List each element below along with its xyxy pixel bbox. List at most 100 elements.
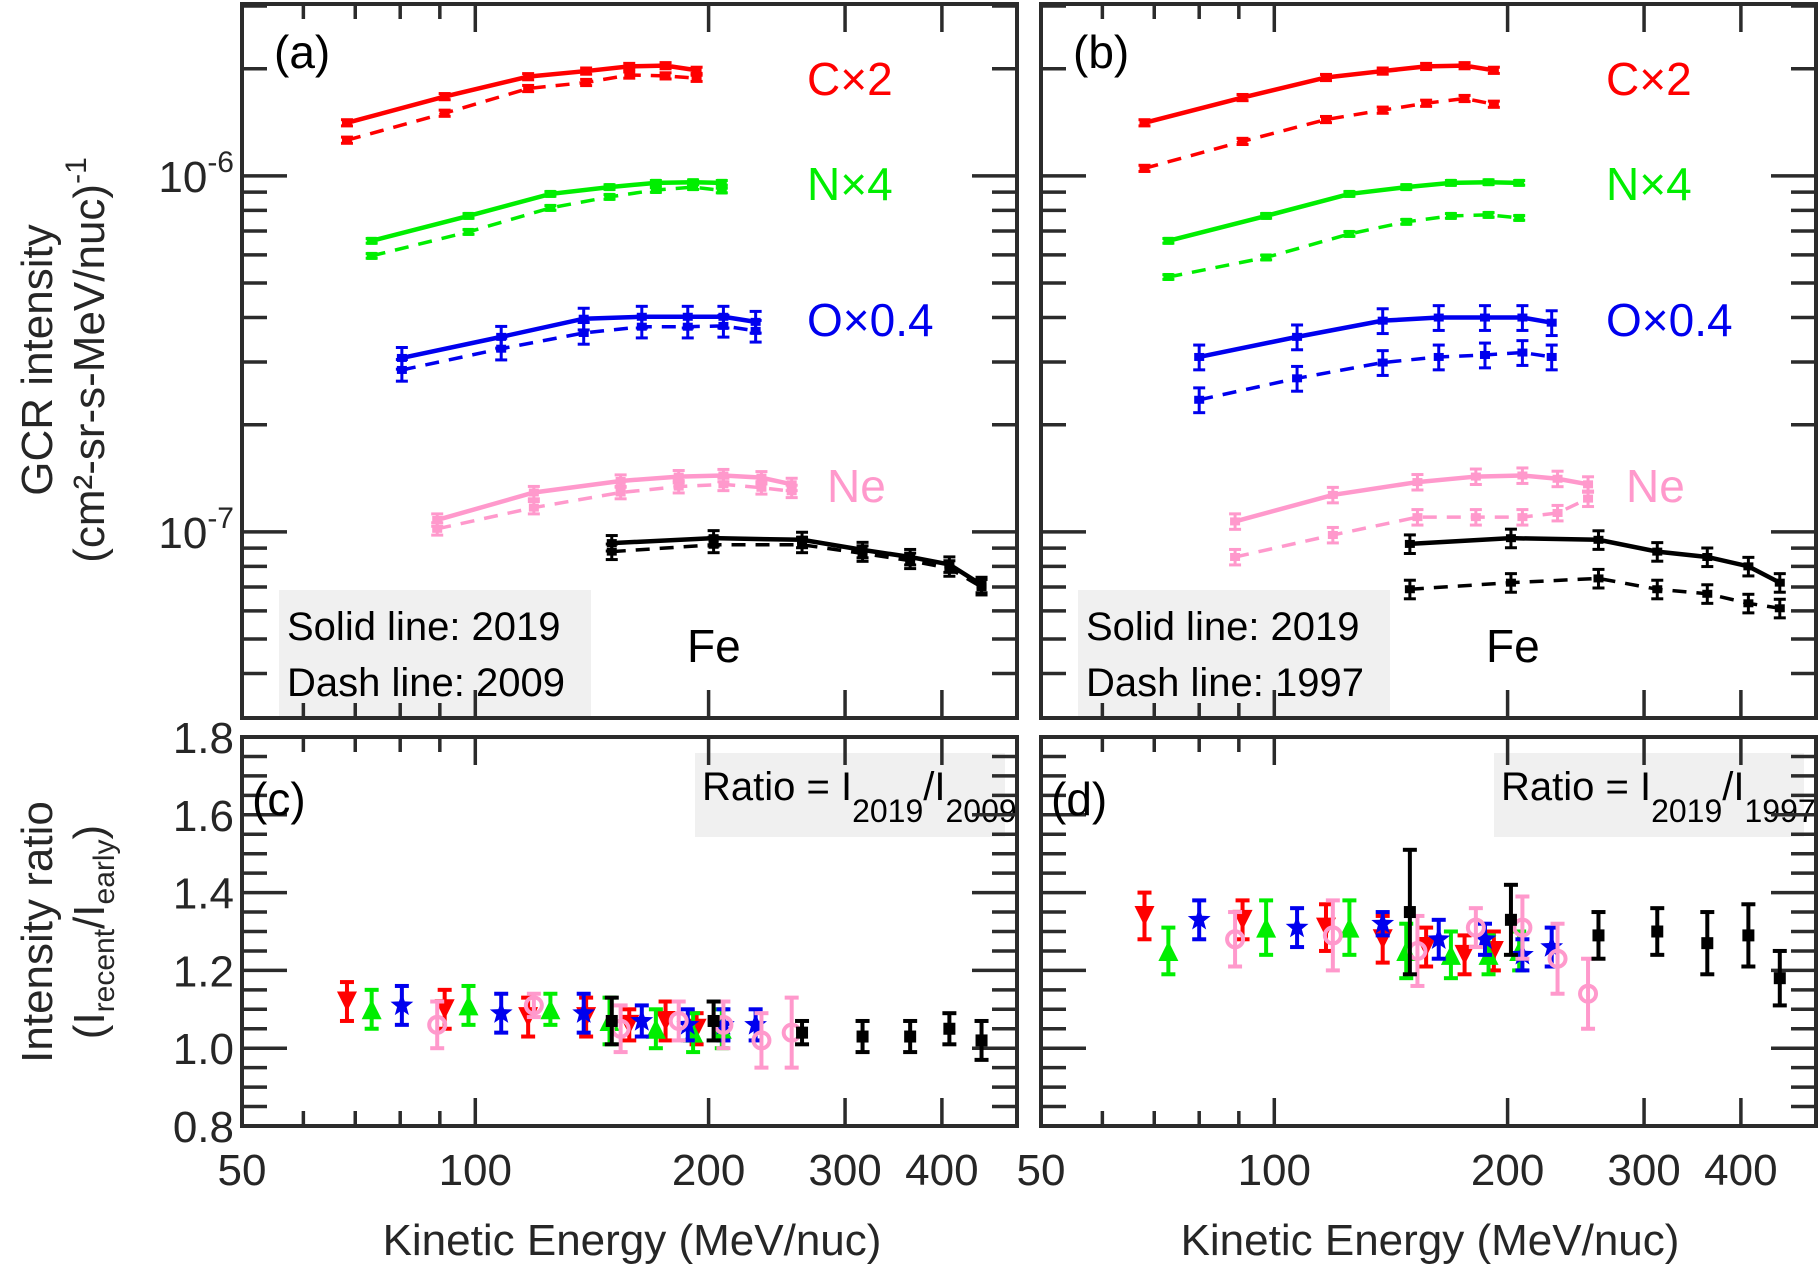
marker-triangle-up (1256, 917, 1277, 938)
data-point (1505, 578, 1516, 587)
y-tick-base: 10 (158, 509, 207, 558)
data-point (1743, 599, 1754, 608)
data-point (1401, 217, 1412, 226)
data-point (545, 203, 556, 212)
panel-label: (b) (1073, 26, 1129, 78)
series-n (1162, 178, 1526, 281)
marker-circle (427, 1014, 448, 1035)
data-point (1583, 494, 1594, 503)
line-solid-2019 (611, 535, 983, 587)
data-point (578, 314, 589, 323)
data-point (756, 483, 767, 492)
species-label-o: O×0.4 (807, 294, 934, 346)
plot-frame (1039, 2, 1818, 720)
data-point (432, 515, 443, 524)
line-dashed-early (1198, 350, 1552, 402)
data-point (1702, 552, 1713, 561)
marker-star (489, 1001, 513, 1023)
data-point (1230, 517, 1241, 526)
data-point (604, 192, 615, 201)
ratio-formula-box: Ratio = I2019/I1997 (1494, 753, 1816, 837)
marker-star (390, 993, 414, 1016)
data-point (1546, 352, 1557, 361)
ratio-series-ne (1225, 894, 1599, 1031)
data-point (439, 109, 450, 118)
data-point (1514, 213, 1525, 222)
marker-square (943, 1022, 956, 1035)
data-point (1412, 478, 1423, 487)
data-point (1377, 67, 1388, 76)
ratio-mid: /I (923, 765, 945, 809)
ratio-formula-box: Ratio = I2019/I2009 (695, 753, 1017, 837)
y-tick-exponent: -6 (207, 146, 234, 179)
data-point (615, 488, 626, 497)
ratio-box-background (1494, 753, 1804, 837)
data-point (615, 476, 626, 485)
data-point (1517, 513, 1528, 522)
plot-frame (1039, 735, 1818, 1128)
panel-c-ratio-2009: Ratio = I2019/I2009 0.8 1.0 1.2 1.4 1.6 1.8 50 1… (173, 714, 1019, 1195)
species-label-n: N×4 (807, 158, 893, 210)
data-point (1433, 313, 1444, 322)
data-point (1774, 604, 1785, 613)
data-point (1401, 183, 1412, 192)
data-point (1702, 589, 1713, 598)
data-point (1488, 100, 1499, 109)
data-point (1505, 534, 1516, 543)
data-point (1230, 552, 1241, 561)
data-point (1593, 535, 1604, 544)
line-dashed-early (1168, 213, 1520, 279)
line-solid-2019 (1198, 315, 1553, 360)
x-tick-label: 300 (808, 1146, 881, 1195)
data-point (708, 540, 719, 549)
marker-triangle-up (1440, 944, 1461, 965)
data-point (1479, 350, 1490, 359)
data-point (1139, 164, 1150, 173)
y-tick-base: 10 (158, 153, 207, 202)
marker-square (1773, 972, 1786, 985)
data-point (716, 186, 727, 195)
data-point (1652, 585, 1663, 594)
ratio-series-fe (1402, 847, 1787, 1008)
ratio-formula: Ratio = I2019/I1997 (1501, 765, 1816, 829)
x-tick-label: 400 (1704, 1146, 1777, 1195)
marker-triangle-up (458, 995, 479, 1016)
marker-square (1403, 906, 1416, 919)
x-tick-label: 200 (672, 1146, 745, 1195)
data-point (463, 227, 474, 236)
data-point (1404, 539, 1415, 548)
marker-triangle-down (1232, 909, 1253, 930)
y-tick-label: 1.2 (173, 947, 234, 996)
data-point (1377, 358, 1388, 367)
data-point (1483, 178, 1494, 187)
data-point (1774, 578, 1785, 587)
line-solid-2019 (1234, 473, 1589, 524)
data-point (1139, 118, 1150, 127)
data-point (1292, 374, 1303, 383)
data-point (1377, 316, 1388, 325)
marker-star (1285, 915, 1309, 938)
y-axis-label-ratio: Intensity ratio (Irecent/Iearly) (13, 801, 121, 1063)
species-label-ne: Ne (1626, 460, 1685, 512)
ratio-sub-early: 1997 (1745, 793, 1816, 829)
data-point (650, 178, 661, 187)
data-point (1514, 178, 1525, 187)
marker-circle (1547, 948, 1568, 969)
ratio-sub-recent: 2019 (1651, 793, 1722, 829)
data-point (1412, 513, 1423, 522)
data-point (1479, 313, 1490, 322)
species-label-c: C×2 (807, 53, 893, 105)
data-point (1552, 508, 1563, 517)
marker-circle (1578, 983, 1599, 1004)
legend-dash-line: Dash line: 1997 (1086, 661, 1364, 705)
data-point (718, 321, 729, 330)
data-point (1237, 137, 1248, 146)
data-point (1445, 178, 1456, 187)
y-tick-label: 10-6 (158, 146, 234, 202)
data-point (545, 189, 556, 198)
data-point (905, 556, 916, 565)
ratio-label-line2: (Irecent/Iearly) (65, 825, 121, 1039)
marker-triangle-up (540, 999, 561, 1020)
series-o (1193, 304, 1558, 415)
